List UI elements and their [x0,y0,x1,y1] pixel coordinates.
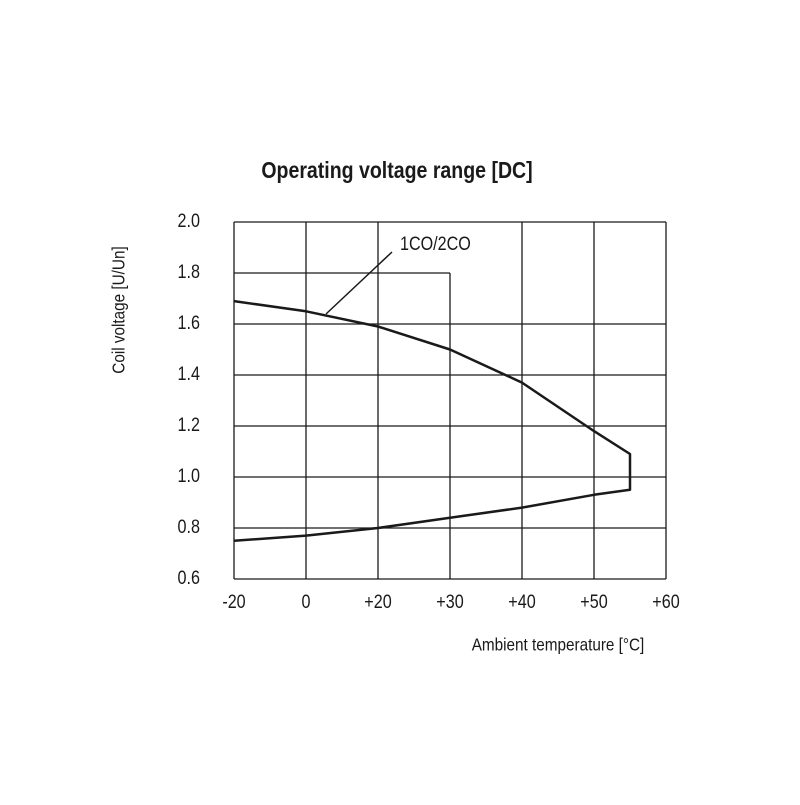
series-line [233,299,632,543]
chart-title: Operating voltage range [DC] [261,158,532,184]
y-tick-label: 0.8 [178,516,201,538]
x-tick-label: +20 [364,591,392,613]
series-annotation: 1CO/2CO [400,233,471,255]
x-axis-label: Ambient temperature [°C] [472,635,645,655]
x-tick-label: 0 [302,591,311,613]
x-tick-label: +60 [652,591,680,613]
x-tick-label: +50 [580,591,608,613]
y-tick-label: 0.6 [178,567,201,589]
y-tick-label: 1.8 [178,261,201,283]
y-tick-label: 2.0 [178,210,201,232]
x-tick-label: +40 [508,591,536,613]
y-axis-label: Coil voltage [U/Un] [109,246,129,373]
x-tick-label: +30 [436,591,464,613]
y-tick-label: 1.2 [178,414,200,436]
y-tick-label: 1.0 [178,465,201,487]
y-tick-label: 1.4 [178,363,201,385]
y-tick-label: 1.6 [178,312,201,334]
x-tick-label: -20 [222,591,246,613]
annotation-leader [325,251,393,315]
